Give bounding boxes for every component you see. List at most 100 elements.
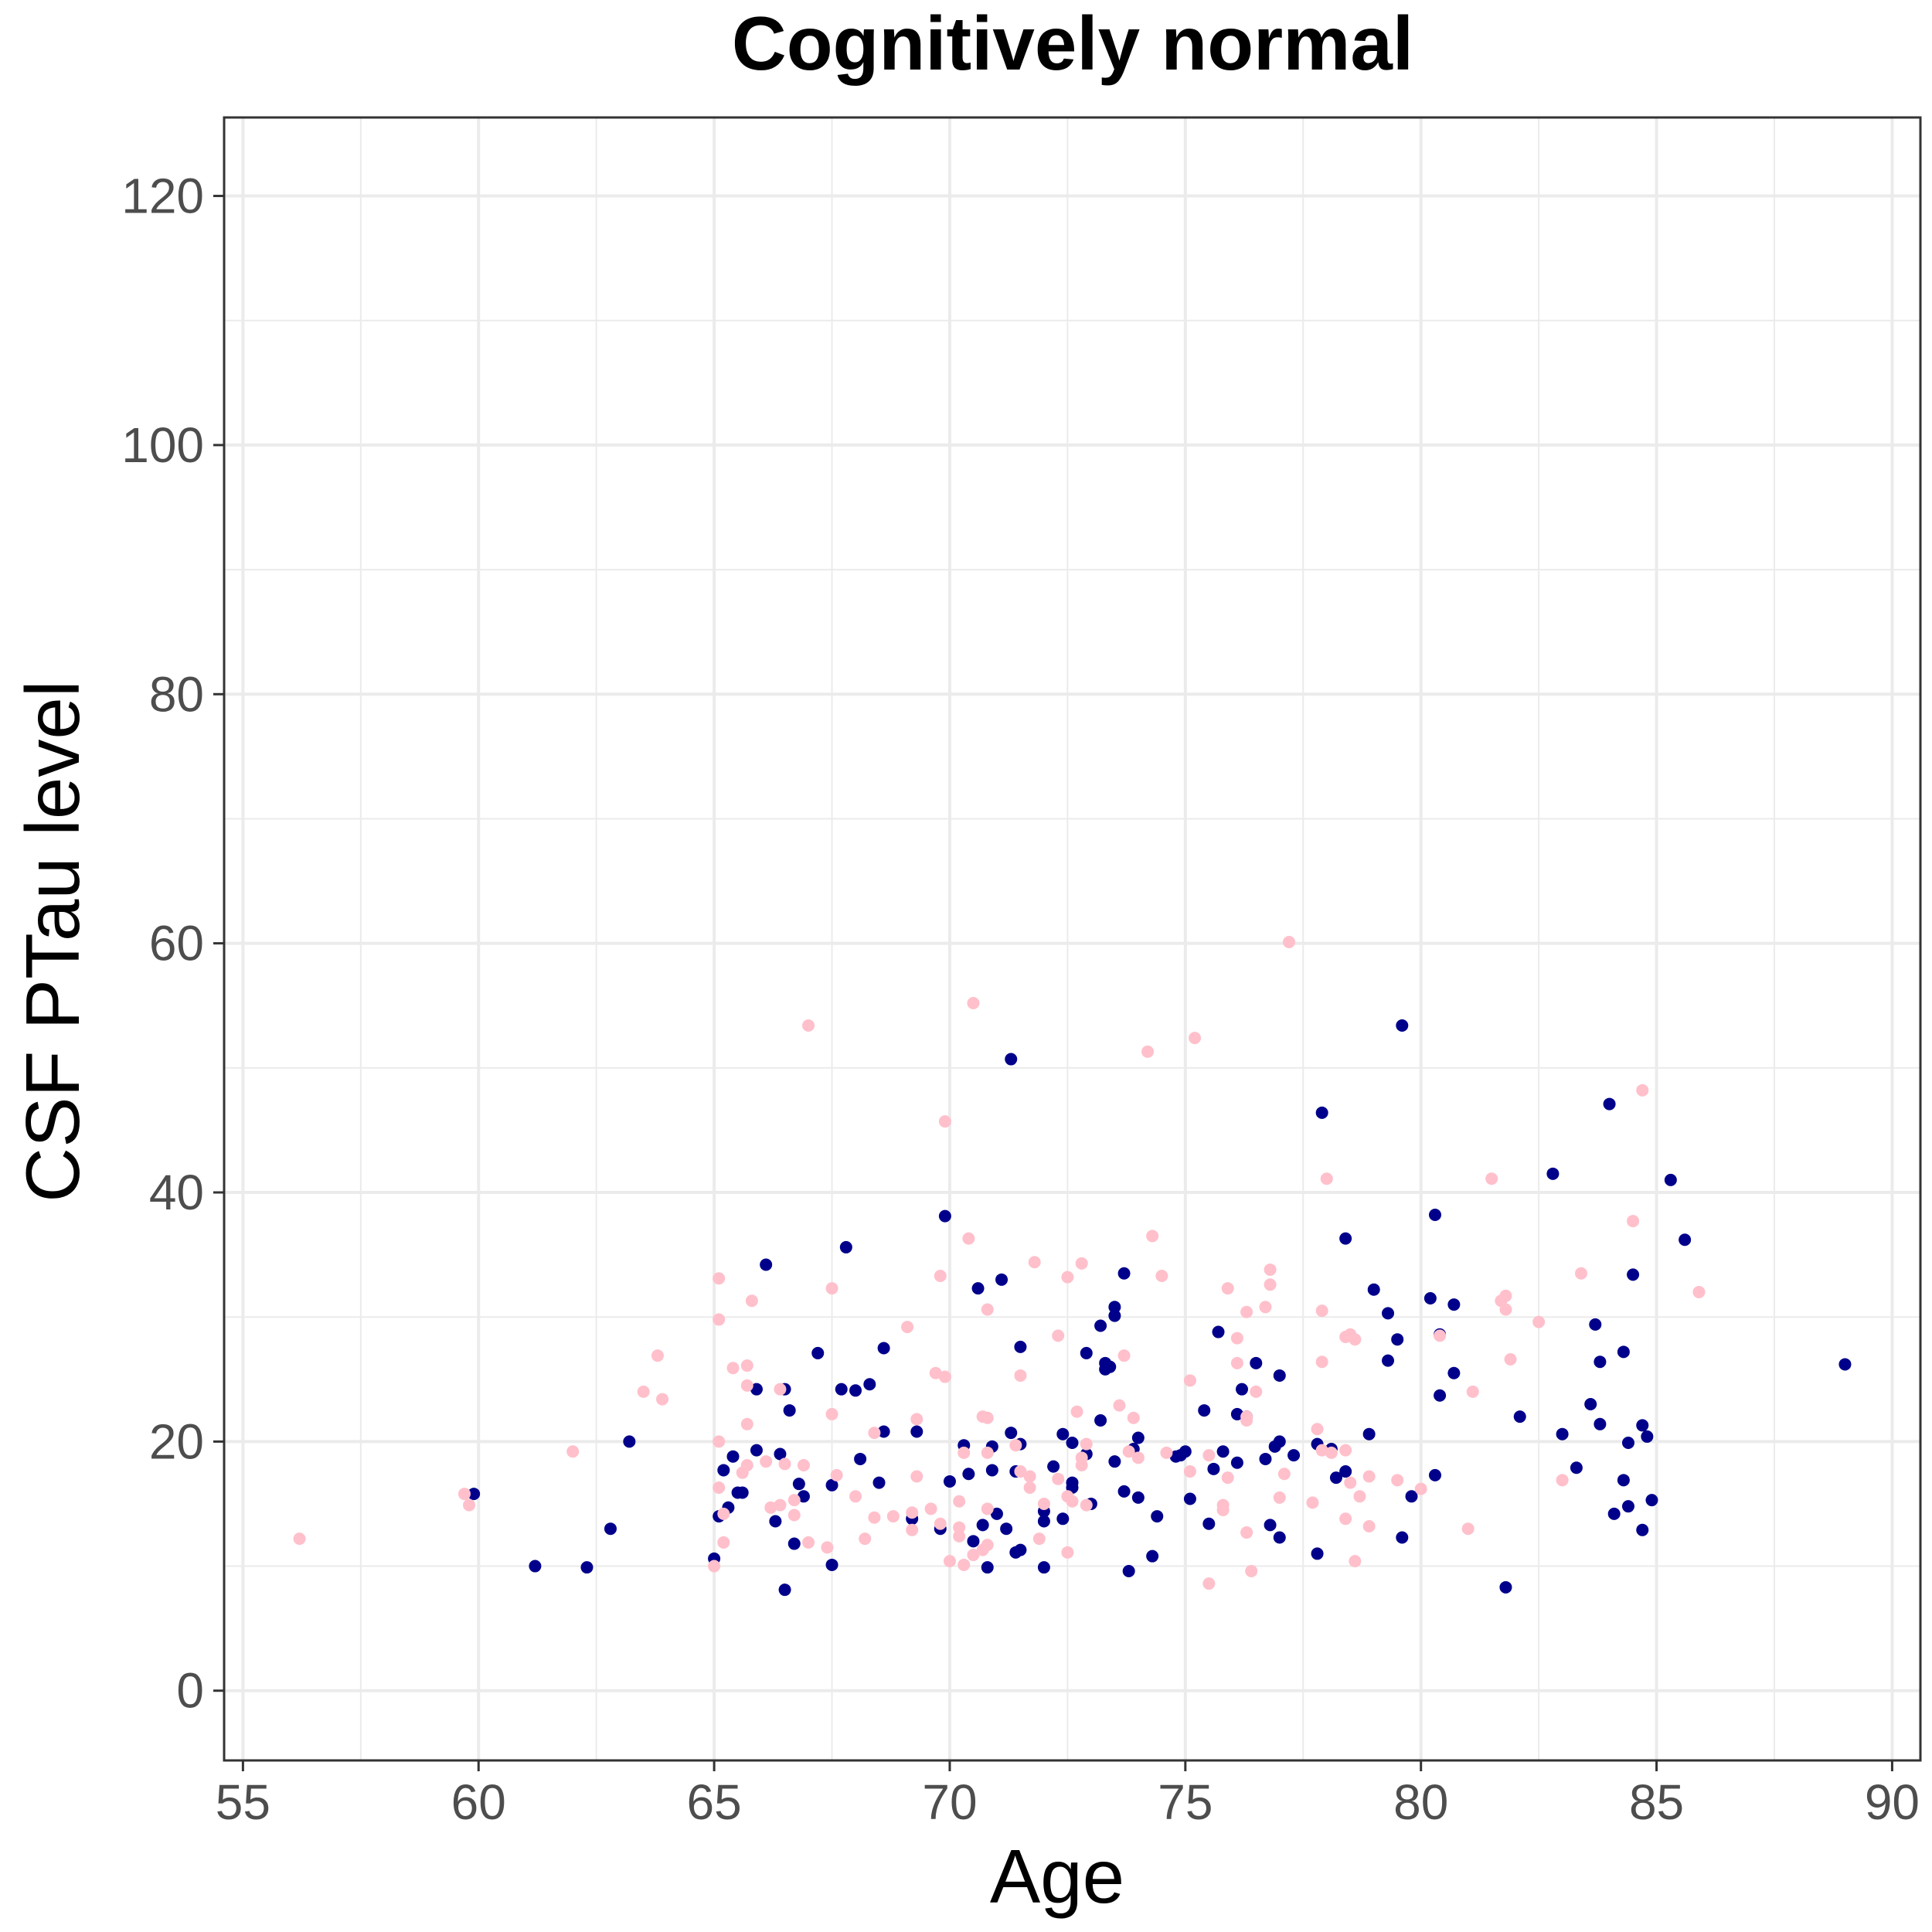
data-point (1423, 1292, 1437, 1305)
data-point (1236, 1383, 1248, 1396)
data-point (797, 1490, 810, 1503)
data-point (1230, 1356, 1243, 1369)
data-point (1080, 1498, 1093, 1512)
data-point (745, 1294, 758, 1308)
data-point (750, 1383, 763, 1396)
data-point (1259, 1301, 1272, 1314)
data-point (863, 1378, 876, 1391)
data-point (1108, 1301, 1121, 1314)
data-point (1504, 1352, 1517, 1366)
data-point (1141, 1045, 1155, 1058)
data-point (1216, 1445, 1230, 1458)
data-point (938, 1209, 951, 1223)
data-point (1447, 1298, 1461, 1311)
data-point (1230, 1456, 1243, 1469)
data-point (1428, 1468, 1441, 1481)
data-point (1202, 1517, 1216, 1530)
data-point (764, 1501, 777, 1514)
data-point (1414, 1482, 1427, 1495)
y-tick-label: 0 (176, 1663, 204, 1719)
data-point (1146, 1230, 1159, 1243)
data-point (1160, 1446, 1173, 1459)
data-point (1108, 1455, 1121, 1468)
data-point (1641, 1430, 1654, 1443)
data-point (1075, 1458, 1088, 1471)
data-point (1617, 1474, 1630, 1487)
data-point (1230, 1332, 1243, 1345)
data-point (740, 1359, 753, 1372)
y-axis-title: CSF PTau level (10, 680, 95, 1202)
data-point (769, 1515, 782, 1528)
data-point (967, 997, 980, 1010)
data-point (1339, 1512, 1352, 1526)
data-point (953, 1495, 966, 1508)
data-point (1056, 1427, 1070, 1440)
data-point (1037, 1497, 1050, 1510)
data-point (580, 1561, 594, 1574)
data-point (1131, 1431, 1145, 1444)
data-point (457, 1488, 471, 1501)
data-point (293, 1532, 306, 1546)
x-tick-label: 80 (1393, 1774, 1448, 1830)
data-point (1382, 1307, 1395, 1320)
data-point (1023, 1470, 1036, 1483)
data-point (1028, 1256, 1041, 1269)
data-point (1005, 1053, 1018, 1066)
data-point (1349, 1555, 1362, 1568)
data-point (811, 1346, 825, 1359)
data-point (1664, 1173, 1677, 1186)
data-point (839, 1240, 852, 1253)
data-point (1250, 1356, 1263, 1369)
data-point (1032, 1532, 1046, 1546)
data-point (1104, 1360, 1117, 1373)
data-point (906, 1523, 919, 1536)
x-tick-label: 90 (1865, 1774, 1920, 1830)
data-point (849, 1384, 862, 1397)
data-point (1447, 1366, 1461, 1379)
data-point (1037, 1561, 1050, 1574)
data-point (868, 1427, 881, 1440)
data-point (1532, 1315, 1546, 1328)
data-point (1264, 1278, 1277, 1291)
data-point (1047, 1460, 1060, 1473)
x-tick-label: 65 (687, 1774, 742, 1830)
data-point (1000, 1522, 1013, 1536)
data-point (783, 1404, 796, 1417)
data-point (990, 1507, 1003, 1520)
data-point (1122, 1565, 1135, 1578)
data-point (1636, 1083, 1649, 1097)
data-point (1273, 1435, 1286, 1448)
data-point (1179, 1445, 1192, 1458)
data-point (1325, 1446, 1338, 1459)
x-tick-label: 75 (1158, 1774, 1213, 1830)
data-point (1466, 1385, 1479, 1398)
data-point (1151, 1510, 1164, 1523)
data-point (713, 1435, 726, 1448)
data-point (910, 1470, 923, 1483)
data-point (1382, 1354, 1395, 1367)
data-point (910, 1413, 923, 1426)
data-point (1221, 1282, 1234, 1295)
data-point (1315, 1444, 1328, 1457)
data-point (1070, 1405, 1083, 1418)
x-axis-title: Age (990, 1834, 1124, 1919)
data-points (293, 936, 1852, 1597)
data-point (821, 1541, 834, 1554)
panel-border (223, 116, 1922, 1762)
data-point (713, 1272, 726, 1285)
data-point (1264, 1519, 1277, 1532)
data-point (717, 1464, 730, 1477)
data-point (981, 1446, 994, 1459)
data-point (1094, 1319, 1107, 1332)
data-point (1575, 1267, 1587, 1280)
data-point (1005, 1427, 1018, 1440)
data-point (1405, 1490, 1418, 1503)
data-point (1250, 1385, 1263, 1398)
data-point (1264, 1263, 1277, 1276)
data-point (934, 1269, 947, 1282)
data-point (1692, 1285, 1706, 1298)
data-point (835, 1383, 848, 1396)
data-point (1273, 1531, 1286, 1544)
data-point (637, 1385, 650, 1398)
data-point (981, 1502, 994, 1515)
